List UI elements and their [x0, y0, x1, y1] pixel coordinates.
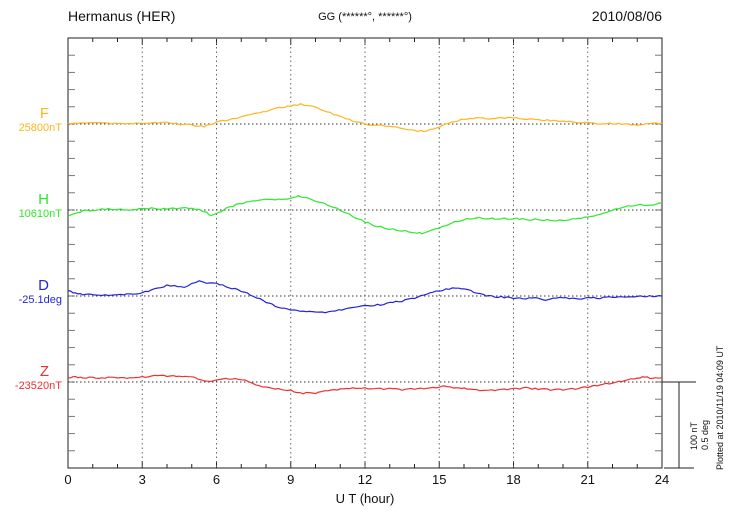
series-label-z: Z -23520nT — [0, 363, 62, 393]
series-label-d: D -25.1deg — [0, 277, 62, 307]
series-baseline-d: -25.1deg — [18, 294, 62, 306]
x-tick: 0 — [64, 472, 72, 487]
scale-bar-nt-label: 100 nT — [689, 421, 699, 450]
series-letter-h: H — [38, 191, 49, 208]
scale-bar-label: 100 nT 0.5 deg — [689, 420, 710, 450]
x-tick: 15 — [432, 472, 447, 487]
x-tick: 12 — [357, 472, 373, 487]
date-label: 2010/08/06 — [591, 8, 662, 24]
series-letter-d: D — [38, 277, 49, 294]
series-baseline-h: 10610nT — [18, 208, 62, 220]
series-letter-f: F — [39, 105, 49, 122]
x-tick: 21 — [580, 472, 595, 487]
series-label-h: H 10610nT — [0, 191, 62, 221]
x-tick: 9 — [287, 472, 295, 487]
station-title: Hermanus (HER) — [68, 8, 176, 24]
x-tick: 18 — [506, 472, 521, 487]
plotted-at-label: Plotted at 2010/11/19 04:09 UT — [715, 345, 725, 470]
coordinates-title: GG (******°, ******°) — [318, 11, 412, 23]
scale-bar-deg-label: 0.5 deg — [699, 419, 710, 450]
x-tick: 24 — [654, 472, 670, 487]
series-baseline-z: -23520nT — [14, 380, 62, 392]
series-letter-z: Z — [39, 363, 49, 380]
x-tick: 6 — [212, 472, 221, 487]
x-tick: 3 — [138, 472, 146, 487]
x-axis-label: U T (hour) — [335, 491, 395, 506]
series-baseline-f: 25800nT — [18, 122, 62, 134]
series-label-f: F 25800nT — [0, 105, 62, 135]
